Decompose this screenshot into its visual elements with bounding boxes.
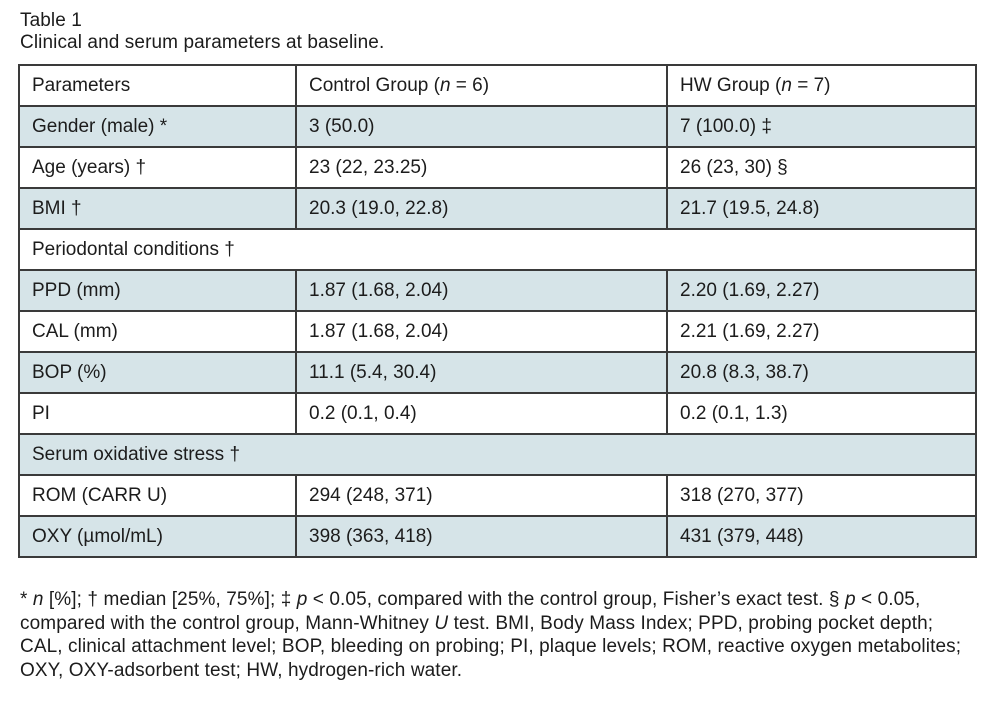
table-number: Table 1: [20, 10, 82, 31]
param-cell: OXY (µmol/mL): [18, 515, 297, 558]
section-header-cell: Serum oxidative stress †: [18, 433, 977, 476]
footnote-line: OXY, OXY-adsorbent test; HW, hydrogen-ri…: [20, 659, 463, 681]
control-value-cell: 294 (248, 371): [295, 474, 668, 517]
param-cell: Age (years) †: [18, 146, 297, 189]
table-caption: Clinical and serum parameters at baselin…: [20, 32, 385, 53]
param-cell: ROM (CARR U): [18, 474, 297, 517]
footnote-line: compared with the control group, Mann-Wh…: [20, 612, 934, 634]
control-value-cell: 3 (50.0): [295, 105, 668, 148]
row-cal: CAL (mm) 1.87 (1.68, 2.04) 2.21 (1.69, 2…: [18, 310, 977, 353]
header-hw-group: HW Group (n = 7): [666, 64, 977, 107]
hw-value-cell: 431 (379, 448): [666, 515, 977, 558]
hw-value-cell: 2.21 (1.69, 2.27): [666, 310, 977, 353]
header-parameters: Parameters: [18, 64, 297, 107]
baseline-parameters-table: Parameters Control Group (n = 6) HW Grou…: [18, 64, 977, 558]
section-row-periodontal: Periodontal conditions †: [18, 228, 977, 271]
param-cell: PPD (mm): [18, 269, 297, 312]
header-row: Parameters Control Group (n = 6) HW Grou…: [18, 64, 977, 107]
table-title-block: Table 1 Clinical and serum parameters at…: [20, 10, 384, 54]
footnote-line: CAL, clinical attachment level; BOP, ble…: [20, 636, 962, 657]
row-age: Age (years) † 23 (22, 23.25) 26 (23, 30)…: [18, 146, 977, 189]
control-value-cell: 1.87 (1.68, 2.04): [295, 269, 668, 312]
hw-value-cell: 0.2 (0.1, 1.3): [666, 392, 977, 435]
row-ppd: PPD (mm) 1.87 (1.68, 2.04) 2.20 (1.69, 2…: [18, 269, 977, 312]
row-bop: BOP (%) 11.1 (5.4, 30.4) 20.8 (8.3, 38.7…: [18, 351, 977, 394]
row-rom: ROM (CARR U) 294 (248, 371) 318 (270, 37…: [18, 474, 977, 517]
control-value-cell: 0.2 (0.1, 0.4): [295, 392, 668, 435]
hw-value-cell: 26 (23, 30) §: [666, 146, 977, 189]
param-cell: BOP (%): [18, 351, 297, 394]
hw-value-cell: 21.7 (19.5, 24.8): [666, 187, 977, 230]
param-cell: BMI †: [18, 187, 297, 230]
control-value-cell: 398 (363, 418): [295, 515, 668, 558]
hw-value-cell: 20.8 (8.3, 38.7): [666, 351, 977, 394]
hw-value-cell: 2.20 (1.69, 2.27): [666, 269, 977, 312]
control-value-cell: 1.87 (1.68, 2.04): [295, 310, 668, 353]
param-cell: CAL (mm): [18, 310, 297, 353]
row-bmi: BMI † 20.3 (19.0, 22.8) 21.7 (19.5, 24.8…: [18, 187, 977, 230]
param-cell: Gender (male) *: [18, 105, 297, 148]
control-value-cell: 11.1 (5.4, 30.4): [295, 351, 668, 394]
footnote-line: * n [%]; † median [25%, 75%]; ‡ p < 0.05…: [20, 589, 921, 610]
row-gender: Gender (male) * 3 (50.0) 7 (100.0) ‡: [18, 105, 977, 148]
row-pi: PI 0.2 (0.1, 0.4) 0.2 (0.1, 1.3): [18, 392, 977, 435]
section-header-cell: Periodontal conditions †: [18, 228, 977, 271]
control-value-cell: 23 (22, 23.25): [295, 146, 668, 189]
table-footnote: * n [%]; † median [25%, 75%]; ‡ p < 0.05…: [20, 588, 985, 682]
row-oxy: OXY (µmol/mL) 398 (363, 418) 431 (379, 4…: [18, 515, 977, 558]
section-row-serum: Serum oxidative stress †: [18, 433, 977, 476]
hw-value-cell: 7 (100.0) ‡: [666, 105, 977, 148]
control-value-cell: 20.3 (19.0, 22.8): [295, 187, 668, 230]
hw-value-cell: 318 (270, 377): [666, 474, 977, 517]
param-cell: PI: [18, 392, 297, 435]
header-control-group: Control Group (n = 6): [295, 64, 668, 107]
